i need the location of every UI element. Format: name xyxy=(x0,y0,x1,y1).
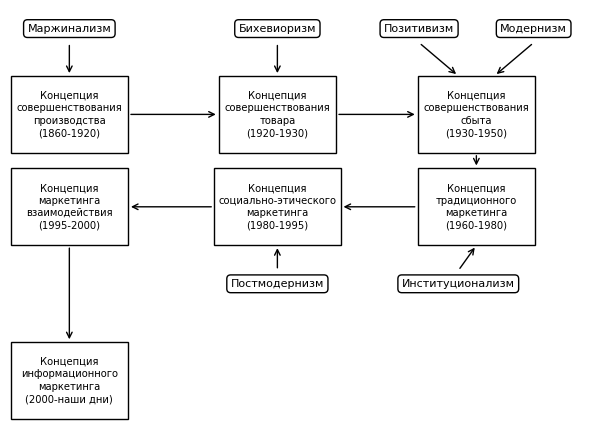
FancyBboxPatch shape xyxy=(214,169,341,246)
Text: Концепция
традиционного
маркетинга
(1960-1980): Концепция традиционного маркетинга (1960… xyxy=(436,183,517,231)
FancyBboxPatch shape xyxy=(219,76,336,153)
Text: Институционализм: Институционализм xyxy=(402,279,515,289)
Text: Концепция
маркетинга
взаимодействия
(1995-2000): Концепция маркетинга взаимодействия (199… xyxy=(26,183,113,231)
FancyBboxPatch shape xyxy=(417,76,535,153)
Text: Маржинализм: Маржинализм xyxy=(28,24,111,33)
Text: Концепция
совершенствования
товара
(1920-1930): Концепция совершенствования товара (1920… xyxy=(224,91,330,138)
Text: Модернизм: Модернизм xyxy=(500,24,567,33)
FancyBboxPatch shape xyxy=(11,76,128,153)
Text: Постмодернизм: Постмодернизм xyxy=(231,279,324,289)
Text: Концепция
информационного
маркетинга
(2000-наши дни): Концепция информационного маркетинга (20… xyxy=(21,357,118,404)
Text: Концепция
социально-этического
маркетинга
(1980-1995): Концепция социально-этического маркетинг… xyxy=(218,183,336,231)
FancyBboxPatch shape xyxy=(417,169,535,246)
Text: Позитивизм: Позитивизм xyxy=(384,24,454,33)
Text: Концепция
совершенствования
сбыта
(1930-1950): Концепция совершенствования сбыта (1930-… xyxy=(423,91,529,138)
FancyBboxPatch shape xyxy=(11,342,128,419)
FancyBboxPatch shape xyxy=(11,169,128,246)
Text: Концепция
совершенствования
производства
(1860-1920): Концепция совершенствования производства… xyxy=(16,91,122,138)
Text: Бихевиоризм: Бихевиоризм xyxy=(239,24,316,33)
